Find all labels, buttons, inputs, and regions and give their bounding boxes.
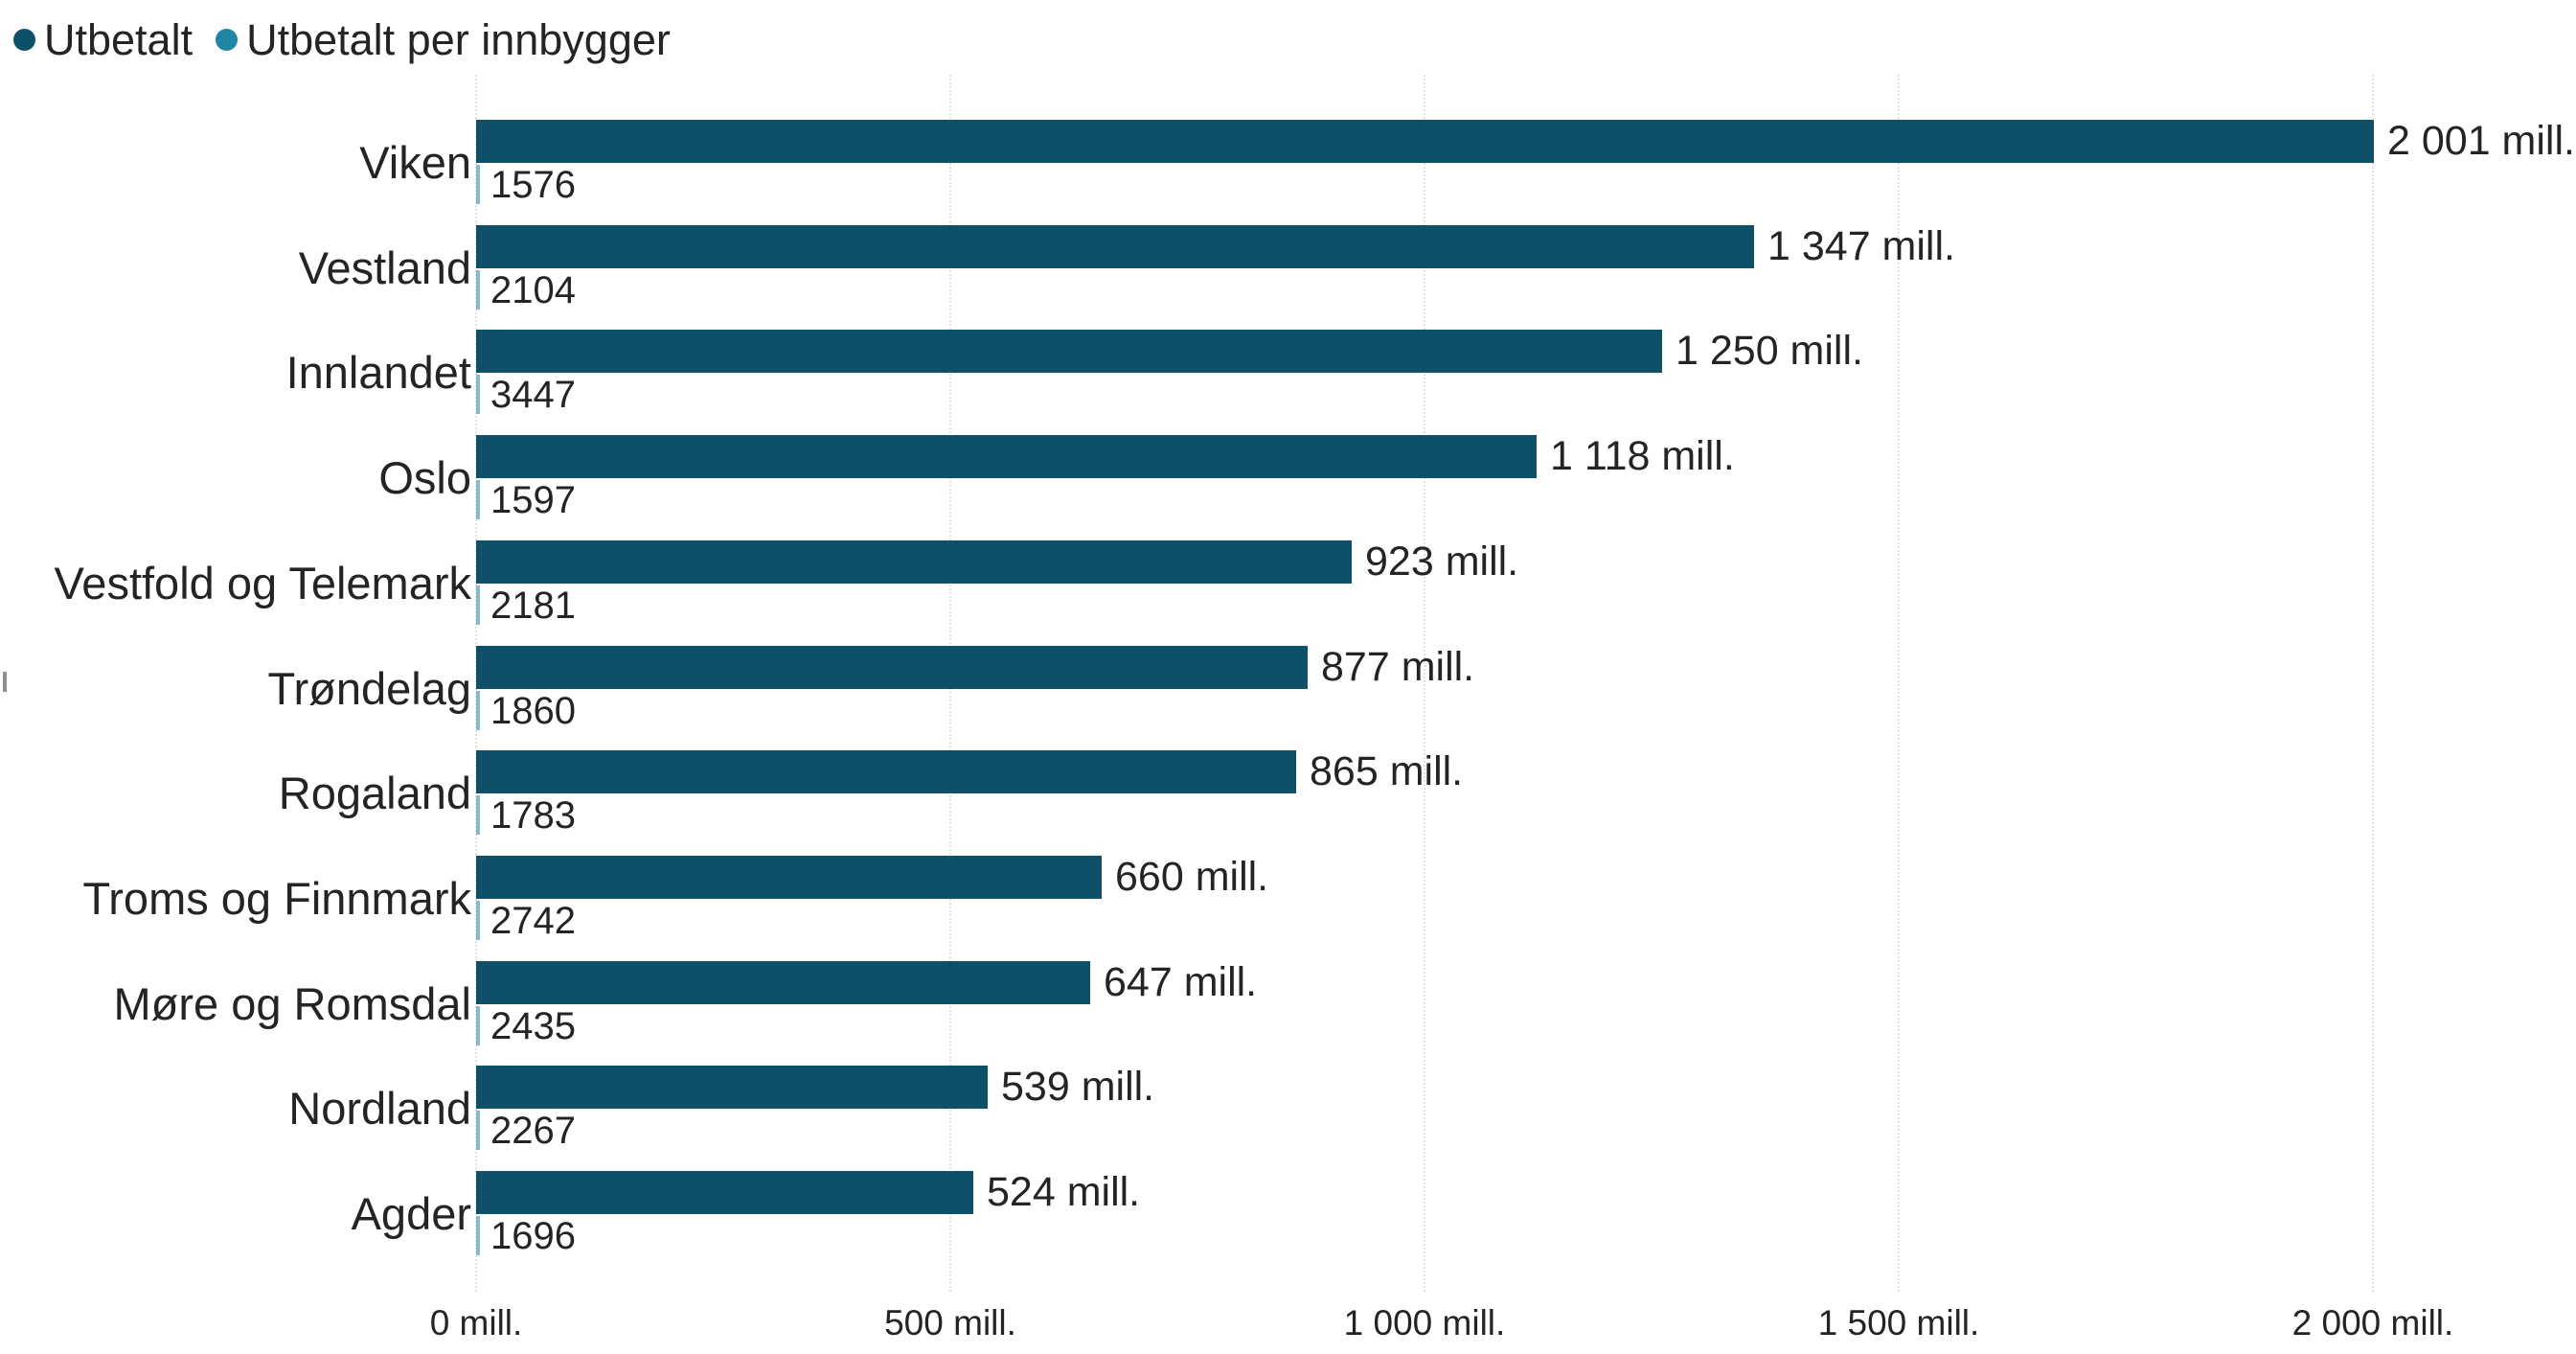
x-tick-label-2000: 2 000 mill. xyxy=(2291,1302,2454,1343)
value-label-per-innbygger-trondelag: 1860 xyxy=(490,689,576,732)
value-label-utbetalt-more-og-romsdal: 647 mill. xyxy=(1104,959,1258,1005)
value-label-per-innbygger-agder: 1696 xyxy=(490,1214,576,1257)
bar-utbetalt-per-innbygger-agder[interactable] xyxy=(476,1216,480,1255)
legend-label-utbetalt: Utbetalt xyxy=(44,14,194,64)
bar-utbetalt-per-innbygger-nordland[interactable] xyxy=(476,1111,480,1150)
value-label-per-innbygger-more-og-romsdal: 2435 xyxy=(490,1004,576,1047)
bar-utbetalt-innlandet[interactable] xyxy=(476,330,1662,373)
row-oslo: Oslo 1 118 mill. 1597 xyxy=(0,435,2576,521)
bar-utbetalt-per-innbygger-vestland[interactable] xyxy=(476,270,480,310)
value-label-utbetalt-oslo: 1 118 mill. xyxy=(1550,433,1735,479)
x-tick-label-1500: 1 500 mill. xyxy=(1817,1302,1980,1343)
category-label-troms-og-finnmark: Troms og Finnmark xyxy=(82,872,471,924)
value-label-per-innbygger-vestfold-og-telemark: 2181 xyxy=(490,584,576,627)
category-label-viken: Viken xyxy=(359,136,471,188)
bar-utbetalt-viken[interactable] xyxy=(476,120,2374,163)
edge-marker xyxy=(3,672,7,692)
bar-utbetalt-per-innbygger-trondelag[interactable] xyxy=(476,691,480,730)
value-label-utbetalt-innlandet: 1 250 mill. xyxy=(1676,328,1863,374)
row-agder: Agder 524 mill. 1696 xyxy=(0,1171,2576,1257)
value-label-utbetalt-viken: 2 001 mill. xyxy=(2387,118,2575,164)
value-label-per-innbygger-nordland: 2267 xyxy=(490,1109,576,1152)
gridline-1000 xyxy=(1424,75,1425,1292)
bar-utbetalt-trondelag[interactable] xyxy=(476,646,1308,689)
category-label-rogaland: Rogaland xyxy=(278,767,471,818)
bar-utbetalt-troms-og-finnmark[interactable] xyxy=(476,856,1102,899)
value-label-utbetalt-vestfold-og-telemark: 923 mill. xyxy=(1365,539,1519,585)
gridline-2000 xyxy=(2372,75,2374,1292)
bar-utbetalt-more-og-romsdal[interactable] xyxy=(476,961,1090,1004)
legend-dot-utbetalt-icon xyxy=(13,28,35,51)
category-label-vestland: Vestland xyxy=(298,241,471,293)
legend-item-utbetalt[interactable]: Utbetalt xyxy=(13,18,193,61)
bar-utbetalt-per-innbygger-viken[interactable] xyxy=(476,165,480,204)
row-trondelag: Trøndelag 877 mill. 1860 xyxy=(0,646,2576,732)
bar-utbetalt-agder[interactable] xyxy=(476,1171,973,1214)
value-label-utbetalt-troms-og-finnmark: 660 mill. xyxy=(1115,854,1269,900)
legend-label-utbetalt-per-innbygger: Utbetalt per innbygger xyxy=(246,14,671,64)
value-label-utbetalt-vestland: 1 347 mill. xyxy=(1767,223,1955,269)
value-label-per-innbygger-vestland: 2104 xyxy=(490,268,576,311)
bar-utbetalt-per-innbygger-oslo[interactable] xyxy=(476,480,480,519)
bar-utbetalt-rogaland[interactable] xyxy=(476,750,1296,793)
value-label-per-innbygger-troms-og-finnmark: 2742 xyxy=(490,899,576,942)
x-tick-label-0: 0 mill. xyxy=(429,1302,523,1343)
category-label-vestfold-og-telemark: Vestfold og Telemark xyxy=(54,557,471,608)
row-troms-og-finnmark: Troms og Finnmark 660 mill. 2742 xyxy=(0,856,2576,942)
bar-utbetalt-oslo[interactable] xyxy=(476,435,1537,478)
value-label-per-innbygger-viken: 1576 xyxy=(490,163,576,206)
category-label-oslo: Oslo xyxy=(378,451,471,503)
value-label-utbetalt-nordland: 539 mill. xyxy=(1001,1064,1155,1110)
value-label-per-innbygger-rogaland: 1783 xyxy=(490,793,576,837)
row-nordland: Nordland 539 mill. 2267 xyxy=(0,1066,2576,1152)
bar-utbetalt-per-innbygger-troms-og-finnmark[interactable] xyxy=(476,901,480,940)
legend: Utbetalt Utbetalt per innbygger xyxy=(13,13,694,65)
gridline-1500 xyxy=(1898,75,1900,1292)
row-innlandet: Innlandet 1 250 mill. 3447 xyxy=(0,330,2576,416)
legend-dot-utbetalt-per-innbygger-icon xyxy=(216,28,239,51)
category-label-trondelag: Trøndelag xyxy=(267,662,471,714)
bar-utbetalt-per-innbygger-innlandet[interactable] xyxy=(476,375,480,414)
x-tick-label-500: 500 mill. xyxy=(884,1302,1016,1343)
category-label-agder: Agder xyxy=(351,1187,471,1239)
category-label-more-og-romsdal: Møre og Romsdal xyxy=(113,977,472,1029)
row-more-og-romsdal: Møre og Romsdal 647 mill. 2435 xyxy=(0,961,2576,1047)
row-rogaland: Rogaland 865 mill. 1783 xyxy=(0,750,2576,837)
value-label-per-innbygger-innlandet: 3447 xyxy=(490,373,576,416)
x-tick-label-1000: 1 000 mill. xyxy=(1343,1302,1506,1343)
value-label-utbetalt-agder: 524 mill. xyxy=(987,1169,1141,1215)
category-label-nordland: Nordland xyxy=(288,1082,471,1134)
bar-utbetalt-nordland[interactable] xyxy=(476,1066,988,1109)
bar-utbetalt-per-innbygger-rogaland[interactable] xyxy=(476,795,480,835)
value-label-utbetalt-trondelag: 877 mill. xyxy=(1321,644,1475,690)
row-vestfold-og-telemark: Vestfold og Telemark 923 mill. 2181 xyxy=(0,540,2576,627)
category-label-innlandet: Innlandet xyxy=(285,346,471,398)
value-label-per-innbygger-oslo: 1597 xyxy=(490,478,576,521)
value-label-utbetalt-rogaland: 865 mill. xyxy=(1310,748,1464,794)
row-viken: Viken 2 001 mill. 1576 xyxy=(0,120,2576,206)
bar-utbetalt-per-innbygger-more-og-romsdal[interactable] xyxy=(476,1006,480,1045)
bar-utbetalt-per-innbygger-vestfold-og-telemark[interactable] xyxy=(476,585,480,625)
bar-utbetalt-vestland[interactable] xyxy=(476,225,1754,268)
row-vestland: Vestland 1 347 mill. 2104 xyxy=(0,225,2576,311)
legend-item-utbetalt-per-innbygger[interactable]: Utbetalt per innbygger xyxy=(216,18,671,61)
bar-utbetalt-vestfold-og-telemark[interactable] xyxy=(476,540,1352,584)
